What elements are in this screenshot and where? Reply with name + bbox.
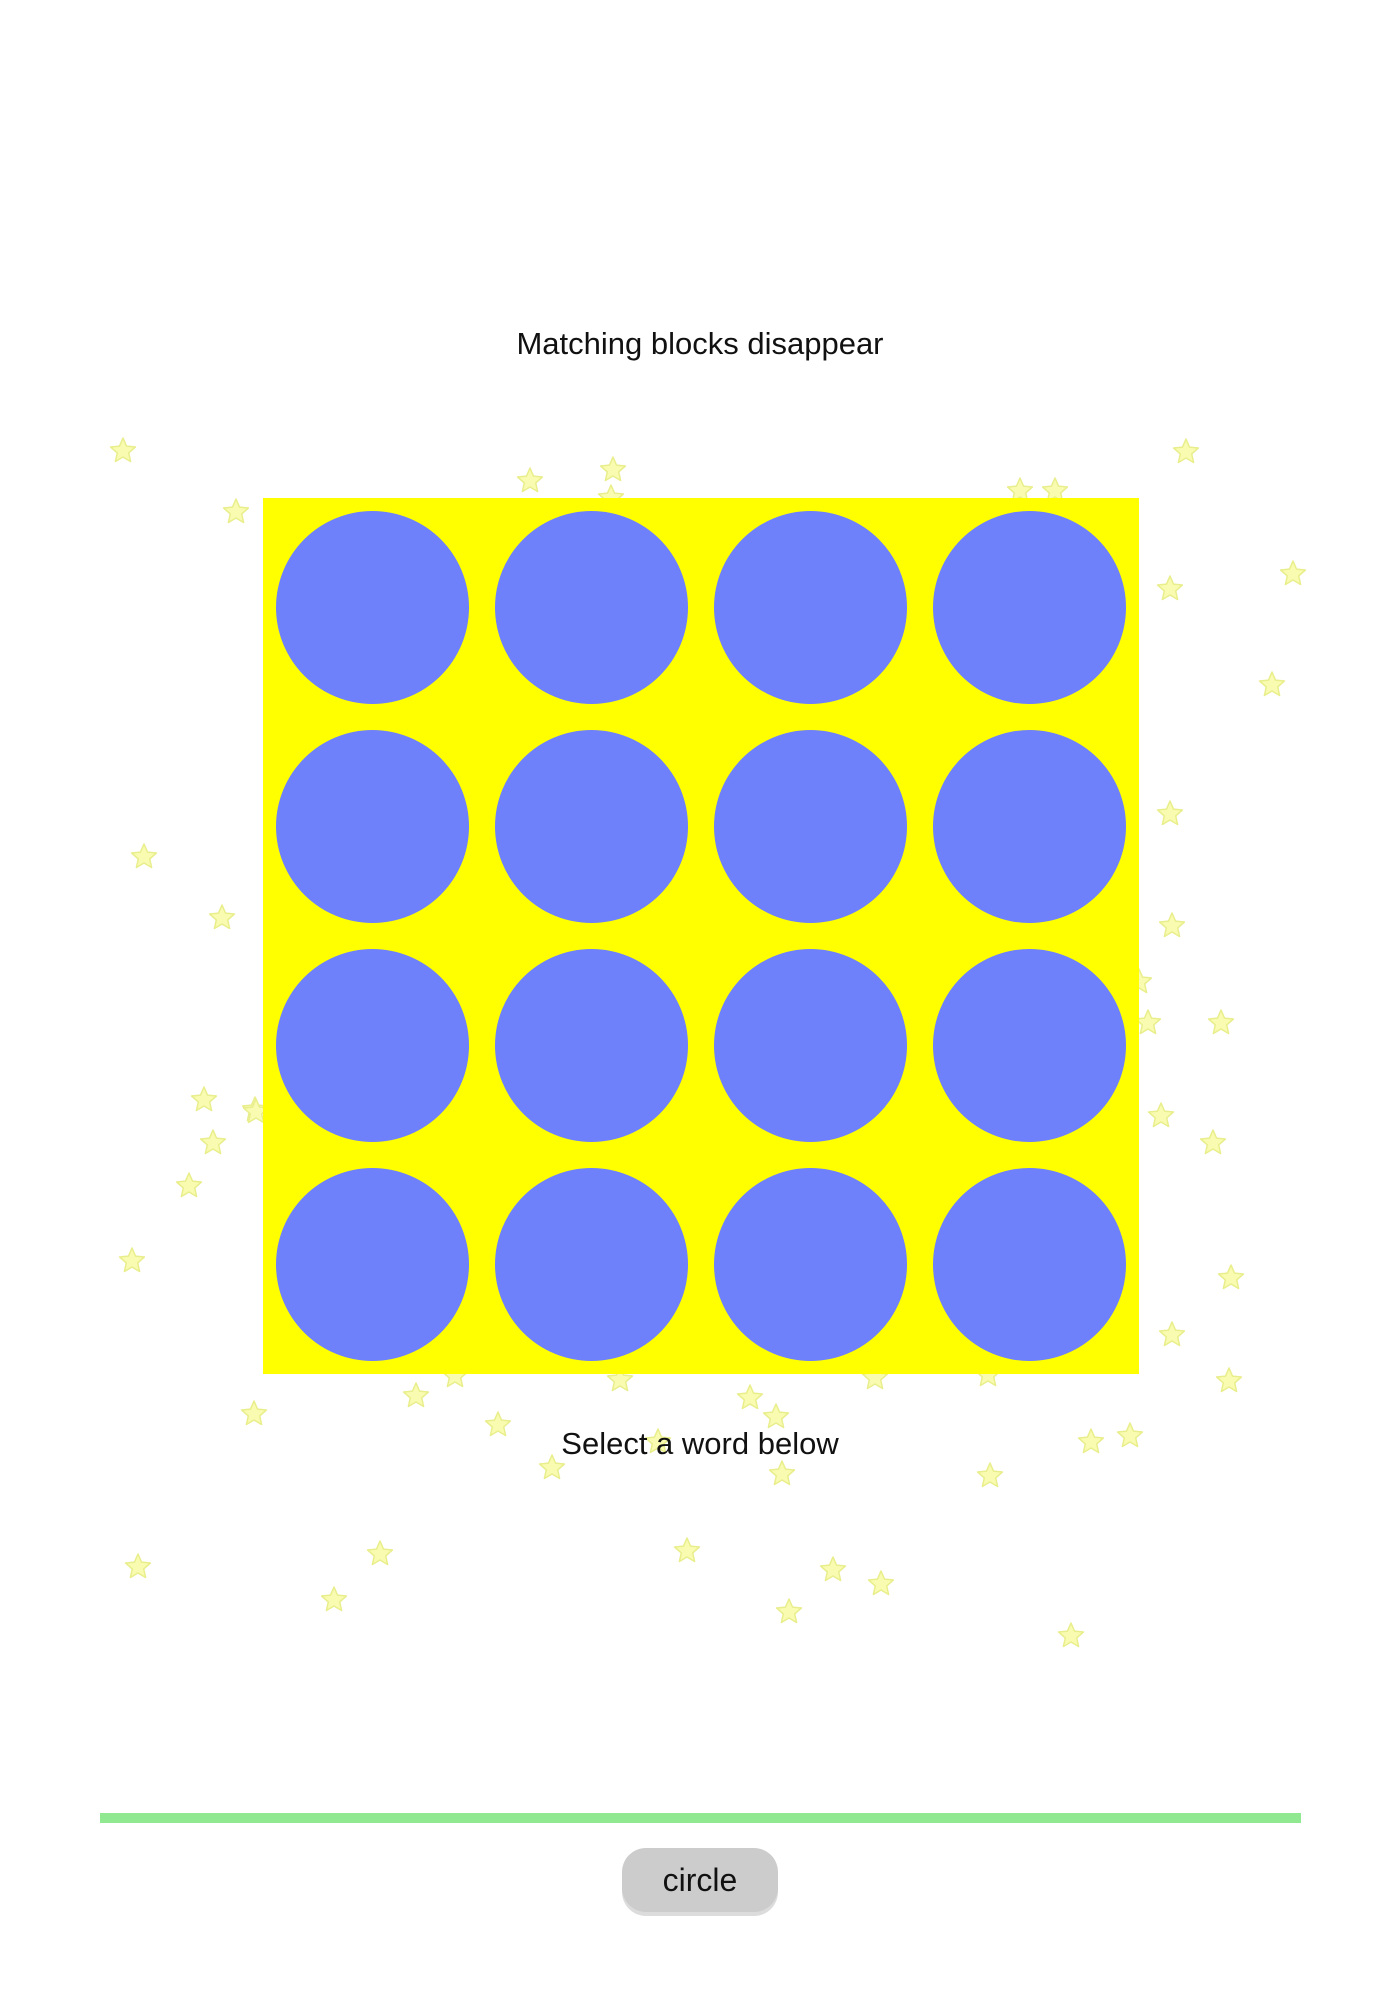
star-icon	[775, 1598, 803, 1624]
star-icon	[516, 467, 544, 493]
star-icon	[109, 437, 137, 463]
star-icon	[1057, 1622, 1085, 1648]
board-cell[interactable]	[920, 936, 1139, 1155]
star-icon	[124, 1553, 152, 1579]
circle-block	[495, 1168, 688, 1361]
board-cell[interactable]	[482, 936, 701, 1155]
star-icon	[819, 1556, 847, 1582]
instruction-title: Matching blocks disappear	[516, 326, 884, 361]
star-icon	[366, 1540, 394, 1566]
star-icon	[1199, 1129, 1227, 1155]
star-icon	[768, 1460, 796, 1486]
game-board	[263, 498, 1139, 1374]
star-icon	[222, 498, 250, 524]
board-cell[interactable]	[263, 936, 482, 1155]
board-cell[interactable]	[263, 498, 482, 717]
circle-block	[714, 511, 907, 704]
star-icon	[1258, 671, 1286, 697]
circle-block	[933, 730, 1126, 923]
star-icon	[976, 1462, 1004, 1488]
board-cell[interactable]	[920, 717, 1139, 936]
star-icon	[867, 1570, 895, 1596]
circle-block	[714, 1168, 907, 1361]
star-icon	[673, 1537, 701, 1563]
board-cell[interactable]	[920, 498, 1139, 717]
circle-block	[495, 730, 688, 923]
circle-block	[276, 730, 469, 923]
star-icon	[1158, 1321, 1186, 1347]
board-cell[interactable]	[701, 717, 920, 936]
board-cell[interactable]	[263, 1155, 482, 1374]
board-cell[interactable]	[263, 717, 482, 936]
circle-block	[933, 949, 1126, 1142]
star-icon	[599, 456, 627, 482]
circle-block	[714, 730, 907, 923]
progress-bar	[100, 1813, 1301, 1823]
star-icon	[175, 1172, 203, 1198]
star-icon	[1156, 575, 1184, 601]
star-icon	[1279, 560, 1307, 586]
star-icon	[1147, 1102, 1175, 1128]
circle-block	[495, 949, 688, 1142]
star-icon	[1158, 912, 1186, 938]
circle-block	[933, 1168, 1126, 1361]
board-cell[interactable]	[920, 1155, 1139, 1374]
star-icon	[1172, 438, 1200, 464]
circle-block	[933, 511, 1126, 704]
circle-block	[276, 511, 469, 704]
star-icon	[208, 904, 236, 930]
board-cell[interactable]	[701, 936, 920, 1155]
star-icon	[1156, 800, 1184, 826]
star-icon	[118, 1247, 146, 1273]
star-icon	[130, 843, 158, 869]
star-icon	[320, 1586, 348, 1612]
word-option-button[interactable]: circle	[622, 1848, 778, 1912]
board-cell[interactable]	[701, 1155, 920, 1374]
circle-block	[276, 1168, 469, 1361]
board-cell[interactable]	[482, 717, 701, 936]
star-icon	[1215, 1367, 1243, 1393]
star-icon	[240, 1400, 268, 1426]
star-icon	[190, 1086, 218, 1112]
progress-bar-fill	[100, 1813, 1301, 1823]
board-cell[interactable]	[701, 498, 920, 717]
board-cell[interactable]	[482, 498, 701, 717]
star-icon	[1207, 1009, 1235, 1035]
star-icon	[402, 1382, 430, 1408]
star-icon	[1134, 1009, 1162, 1035]
star-icon	[199, 1129, 227, 1155]
star-icon	[762, 1403, 790, 1429]
star-icon	[736, 1384, 764, 1410]
circle-block	[714, 949, 907, 1142]
circle-block	[276, 949, 469, 1142]
board-cell[interactable]	[482, 1155, 701, 1374]
star-icon	[1217, 1264, 1245, 1290]
select-word-prompt: Select a word below	[561, 1426, 839, 1461]
circle-block	[495, 511, 688, 704]
